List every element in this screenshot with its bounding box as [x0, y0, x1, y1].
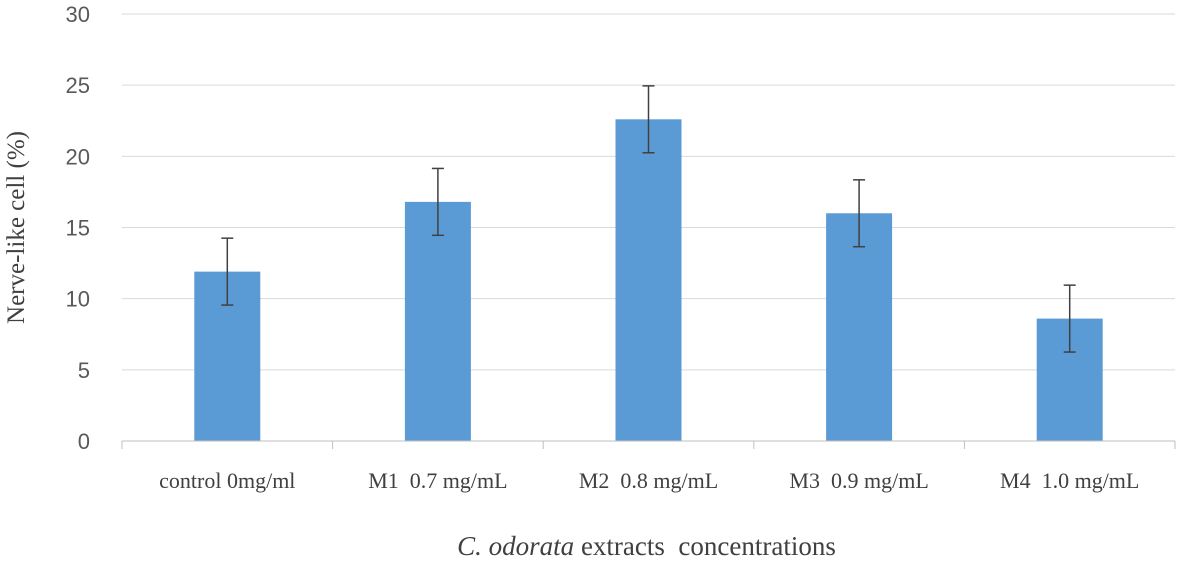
x-tick-label: M2 0.8 mg/mL: [579, 468, 718, 493]
x-axis-ticks: control 0mg/ml M1 0.7 mg/mL M2 0.8 mg/mL M3…: [121, 441, 1176, 493]
y-tick-label: 20: [66, 144, 90, 169]
y-tick-label: 10: [66, 287, 90, 312]
y-tick-label: 15: [66, 216, 90, 241]
x-tick-label: M3 0.9 mg/mL: [789, 468, 928, 493]
bars: [194, 119, 1103, 442]
error-bar: [1063, 284, 1076, 353]
bar: [826, 213, 893, 441]
error-bars: [221, 85, 1076, 353]
error-bar: [853, 179, 866, 248]
y-axis-ticks: 0 5 10 15 20 25 30: [66, 2, 90, 454]
bar: [404, 201, 471, 441]
x-tick-label: M4 1.0 mg/mL: [1000, 468, 1139, 493]
error-bar: [642, 85, 655, 154]
x-tick-label: control 0mg/ml: [159, 468, 295, 493]
y-tick-label: 25: [66, 73, 90, 98]
y-tick-label: 0: [78, 429, 90, 454]
x-tick-label: M1 0.7 mg/mL: [368, 468, 507, 493]
x-axis-label: C. odorata extracts concentrations: [457, 531, 836, 561]
y-tick-label: 30: [66, 2, 90, 27]
y-axis-label: Nerve-like cell (%): [3, 131, 30, 324]
error-bar: [431, 167, 444, 237]
y-tick-label: 5: [78, 358, 90, 383]
x-axis-label-rest: extracts concentrations: [574, 531, 836, 561]
error-bar: [221, 237, 234, 306]
x-axis-label-species: C. odorata: [457, 531, 574, 561]
bar: [615, 119, 682, 442]
